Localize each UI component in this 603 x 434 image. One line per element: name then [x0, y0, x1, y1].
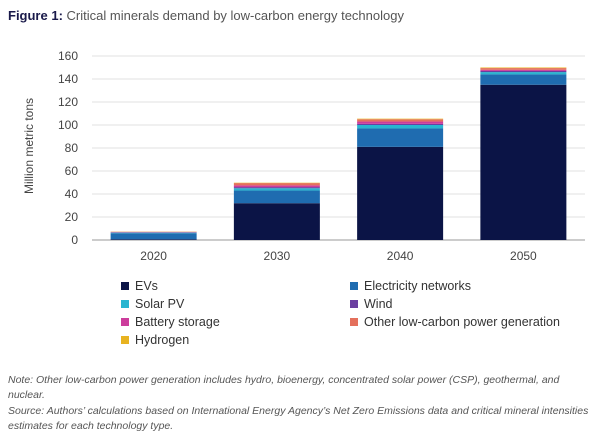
legend-label: Battery storage	[135, 315, 220, 329]
y-tick-label: 20	[65, 210, 79, 224]
x-tick-label: 2030	[264, 249, 291, 263]
x-axis-ticks: 2020 2030 2040 2050	[140, 249, 537, 263]
y-tick-label: 60	[65, 164, 79, 178]
legend-label: Other low-carbon power generation	[364, 315, 560, 329]
legend-item-hydrogen: Hydrogen	[121, 333, 189, 347]
legend-swatch	[121, 300, 129, 308]
legend-item-battery-storage: Battery storage	[121, 315, 220, 329]
bar-2030-battery-storage	[233, 185, 320, 188]
bar-2040-solar-pv	[357, 125, 444, 129]
legend-label: Wind	[364, 297, 393, 311]
figure-title-text: Critical minerals demand by low-carbon e…	[66, 8, 404, 23]
bar-2050-hydrogen	[480, 67, 567, 69]
bar-2050-electricity-networks	[480, 74, 567, 85]
x-tick-label: 2020	[140, 249, 167, 263]
bar-2040-electricity-networks	[357, 128, 444, 147]
legend-label: Solar PV	[135, 297, 185, 311]
bar-2050-battery-storage	[480, 69, 567, 71]
bar-2040-wind	[357, 123, 444, 125]
bar-2030-solar-pv	[233, 188, 320, 191]
legend-item-other-low-carbon-power-generation: Other low-carbon power generation	[350, 315, 560, 329]
chart-source: Source: Authors’ calculations based on I…	[8, 405, 589, 432]
bar-2040-battery-storage	[357, 121, 444, 124]
chart-note: Note: Other low-carbon power generation …	[8, 374, 560, 401]
bar-2030-evs	[233, 203, 320, 240]
bar-2050-other-low-carbon-power-generation	[480, 68, 567, 70]
bar-2020-solar-pv	[110, 232, 197, 234]
y-axis-label: Million metric tons	[22, 98, 36, 194]
bars	[110, 67, 567, 240]
legend-swatch	[350, 318, 358, 326]
legend-item-electricity-networks: Electricity networks	[350, 279, 471, 293]
legend-item-wind: Wind	[350, 297, 392, 311]
bar-2030-other-low-carbon-power-generation	[233, 183, 320, 186]
legend-label: Hydrogen	[135, 333, 190, 347]
y-tick-label: 100	[58, 118, 78, 132]
legend-swatch	[350, 282, 358, 290]
y-tick-label: 160	[58, 49, 78, 63]
legend-item-evs: EVs	[121, 279, 158, 293]
bar-2040-evs	[357, 146, 444, 240]
legend-label: EVs	[135, 279, 158, 293]
figure-label: Figure 1:	[8, 8, 63, 23]
y-tick-label: 0	[71, 233, 78, 247]
y-tick-label: 40	[65, 187, 79, 201]
y-axis-ticks: 0 20 40 60 80 100 120 140 160	[58, 49, 78, 247]
legend-swatch	[121, 282, 129, 290]
x-tick-label: 2050	[510, 249, 537, 263]
y-tick-label: 140	[58, 72, 78, 86]
bar-2050-solar-pv	[480, 72, 567, 75]
y-tick-label: 80	[65, 141, 79, 155]
bar-2040-hydrogen	[357, 118, 444, 120]
legend-label: Electricity networks	[364, 279, 471, 293]
legend-item-solar-pv: Solar PV	[121, 297, 184, 311]
bar-2020-evs	[110, 239, 197, 240]
bar-2040-other-low-carbon-power-generation	[357, 119, 444, 122]
bar-2030-electricity-networks	[233, 190, 320, 204]
legend-swatch	[121, 318, 129, 326]
legend-swatch	[121, 336, 129, 344]
bar-2020-electricity-networks	[110, 233, 197, 240]
bar-2030-wind	[233, 187, 320, 189]
bar-2050-evs	[480, 84, 567, 240]
y-tick-label: 120	[58, 95, 78, 109]
legend-swatch	[350, 300, 358, 308]
figure-title: Figure 1: Critical minerals demand by lo…	[8, 8, 404, 23]
x-tick-label: 2040	[387, 249, 414, 263]
bar-2050-wind	[480, 70, 567, 73]
